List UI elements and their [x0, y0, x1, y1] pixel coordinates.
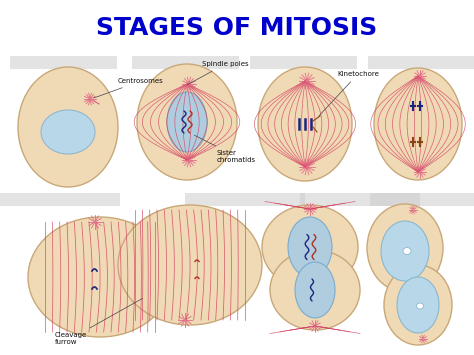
Text: Cleavage
furrow: Cleavage furrow: [55, 298, 143, 345]
Ellipse shape: [417, 303, 423, 309]
Text: Sister
chromatids: Sister chromatids: [194, 135, 256, 163]
Text: Kinetochore: Kinetochore: [319, 71, 379, 116]
Bar: [132, 56, 239, 69]
Text: Spindle poles: Spindle poles: [187, 61, 249, 85]
Ellipse shape: [137, 64, 237, 180]
Ellipse shape: [288, 217, 332, 277]
Ellipse shape: [397, 277, 439, 333]
Text: Centrosomes: Centrosomes: [93, 78, 164, 98]
Bar: [300, 193, 420, 206]
Ellipse shape: [167, 92, 207, 152]
Ellipse shape: [270, 250, 360, 330]
Bar: [10, 56, 117, 69]
Ellipse shape: [262, 205, 358, 289]
Bar: [368, 56, 474, 69]
Ellipse shape: [374, 68, 462, 180]
Ellipse shape: [28, 217, 172, 337]
Ellipse shape: [403, 247, 411, 255]
Ellipse shape: [18, 67, 118, 187]
Ellipse shape: [295, 262, 335, 318]
Bar: [185, 193, 305, 206]
Bar: [370, 193, 474, 206]
Ellipse shape: [381, 221, 429, 281]
Ellipse shape: [258, 67, 352, 181]
Ellipse shape: [367, 204, 443, 292]
Ellipse shape: [41, 110, 95, 154]
Ellipse shape: [384, 265, 452, 345]
Ellipse shape: [118, 205, 262, 325]
Text: STAGES OF MITOSIS: STAGES OF MITOSIS: [96, 16, 378, 40]
Bar: [0, 193, 120, 206]
Bar: [250, 56, 357, 69]
